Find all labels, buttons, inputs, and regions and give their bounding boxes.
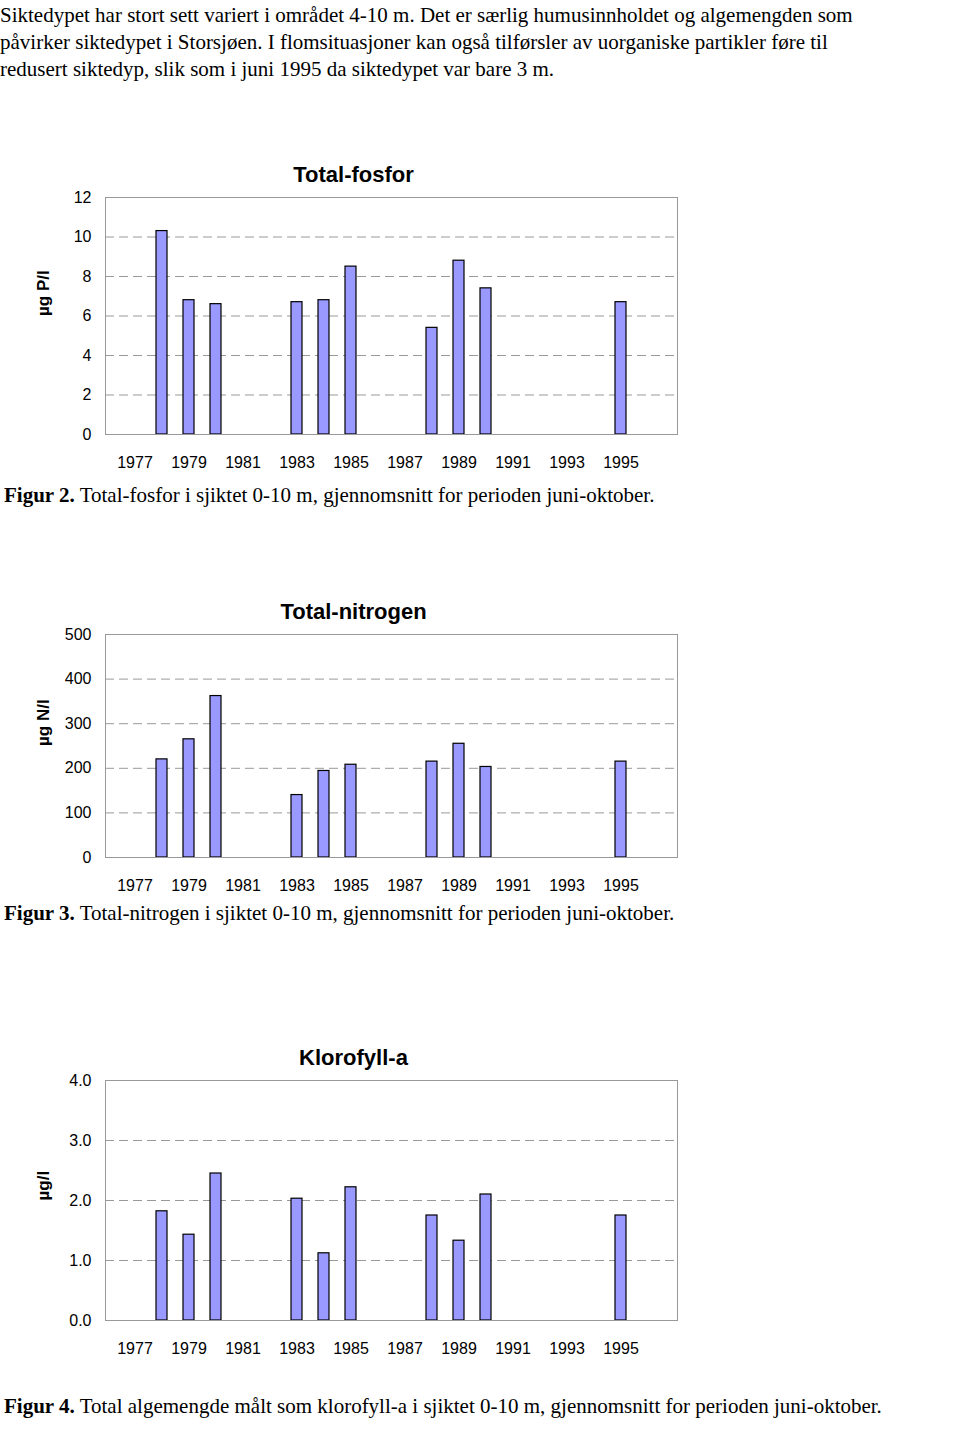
svg-text:Total-fosfor: Total-fosfor — [293, 162, 414, 187]
svg-text:4.0: 4.0 — [69, 1072, 91, 1089]
svg-text:8: 8 — [83, 268, 92, 285]
svg-text:1985: 1985 — [333, 1340, 369, 1357]
svg-text:3.0: 3.0 — [69, 1132, 91, 1149]
svg-text:1995: 1995 — [603, 1340, 639, 1357]
svg-text:1989: 1989 — [441, 454, 477, 471]
svg-text:1983: 1983 — [279, 1340, 315, 1357]
svg-text:0.0: 0.0 — [69, 1312, 91, 1329]
html-text:Siktedypet har stort sett vari: Siktedypet har stort sett variert i områ… — [0, 3, 853, 27]
svg-text:1985: 1985 — [333, 877, 369, 894]
svg-text:1981: 1981 — [225, 454, 261, 471]
svg-text:1979: 1979 — [171, 877, 207, 894]
svg-text:1979: 1979 — [171, 1340, 207, 1357]
svg-text:µg P/l: µg P/l — [34, 270, 53, 316]
svg-text:1985: 1985 — [333, 454, 369, 471]
svg-text:1981: 1981 — [225, 877, 261, 894]
svg-text:1991: 1991 — [495, 1340, 531, 1357]
html-text:Figur 2. Total-fosfor i sjikte: Figur 2. Total-fosfor i sjiktet 0-10 m, … — [4, 483, 655, 507]
svg-text:2.0: 2.0 — [69, 1192, 91, 1209]
html-text:Figur 3. Total-nitrogen i sjik: Figur 3. Total-nitrogen i sjiktet 0-10 m… — [4, 901, 675, 925]
svg-text:1989: 1989 — [441, 1340, 477, 1357]
svg-text:1979: 1979 — [171, 454, 207, 471]
svg-text:1995: 1995 — [603, 877, 639, 894]
svg-text:10: 10 — [74, 228, 92, 245]
svg-text:1981: 1981 — [225, 1340, 261, 1357]
svg-text:1993: 1993 — [549, 1340, 585, 1357]
svg-text:500: 500 — [65, 626, 92, 643]
svg-text:12: 12 — [74, 189, 92, 206]
svg-text:1989: 1989 — [441, 877, 477, 894]
svg-text:1991: 1991 — [495, 877, 531, 894]
svg-text:1987: 1987 — [387, 454, 423, 471]
svg-text:1995: 1995 — [603, 454, 639, 471]
html-text:påvirker siktedypet i Storsjøe: påvirker siktedypet i Storsjøen. I floms… — [0, 30, 828, 54]
svg-text:2: 2 — [83, 386, 92, 403]
svg-text:100: 100 — [65, 804, 92, 821]
svg-text:0: 0 — [83, 426, 92, 443]
svg-text:1983: 1983 — [279, 454, 315, 471]
svg-text:1977: 1977 — [117, 454, 153, 471]
svg-text:4: 4 — [83, 347, 92, 364]
svg-text:0: 0 — [83, 849, 92, 866]
svg-text:300: 300 — [65, 715, 92, 732]
svg-text:1987: 1987 — [387, 1340, 423, 1357]
svg-text:1993: 1993 — [549, 454, 585, 471]
svg-text:1987: 1987 — [387, 877, 423, 894]
svg-text:400: 400 — [65, 670, 92, 687]
svg-text:1991: 1991 — [495, 454, 531, 471]
svg-text:1983: 1983 — [279, 877, 315, 894]
svg-text:µg N/l: µg N/l — [34, 699, 53, 746]
svg-text:Total-nitrogen: Total-nitrogen — [280, 599, 426, 624]
svg-text:µg/l: µg/l — [34, 1171, 53, 1201]
svg-text:200: 200 — [65, 759, 92, 776]
svg-text:1977: 1977 — [117, 877, 153, 894]
svg-text:6: 6 — [83, 307, 92, 324]
html-text:redusert siktedyp, slik som i: redusert siktedyp, slik som i juni 1995 … — [0, 57, 555, 81]
svg-text:1977: 1977 — [117, 1340, 153, 1357]
svg-text:Klorofyll-a: Klorofyll-a — [299, 1045, 409, 1070]
html-text:Figur 4. Total algemengde målt: Figur 4. Total algemengde målt som kloro… — [4, 1394, 882, 1418]
svg-text:1993: 1993 — [549, 877, 585, 894]
svg-text:1.0: 1.0 — [69, 1252, 91, 1269]
